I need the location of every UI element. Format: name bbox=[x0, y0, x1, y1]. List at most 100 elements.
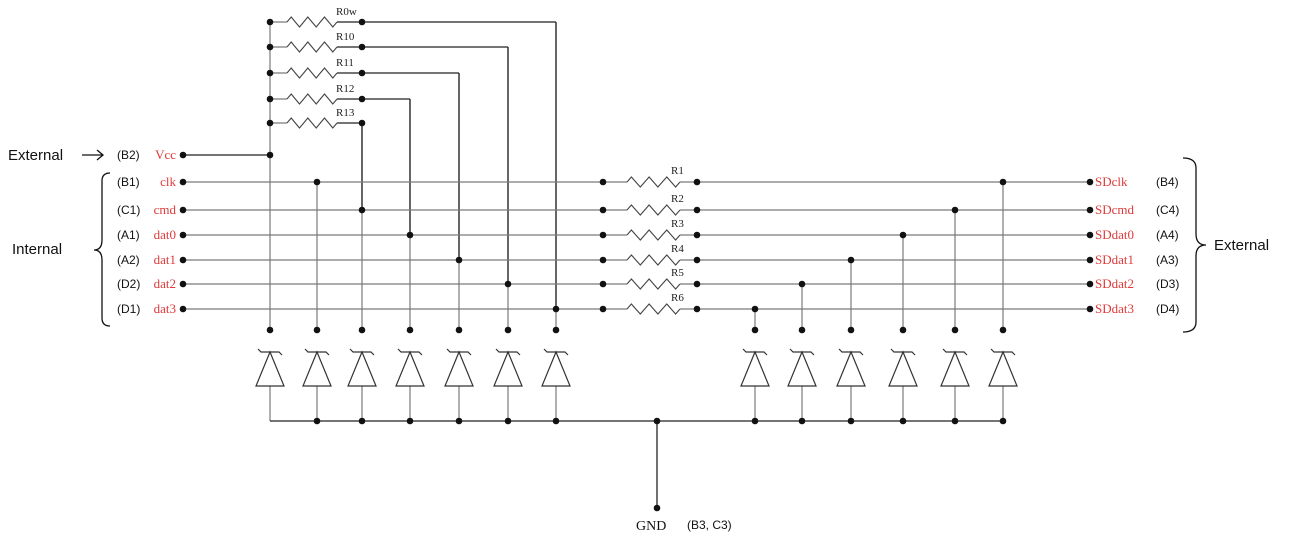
tvs-top-dot bbox=[951, 326, 959, 334]
resistor-R5 bbox=[626, 278, 681, 290]
resistor-label-R10: R10 bbox=[336, 31, 355, 43]
tvs-triangle bbox=[888, 350, 918, 387]
tvs-diode-right bbox=[740, 348, 770, 387]
gnd-bus-dot bbox=[552, 417, 560, 425]
resistor-label-R13: R13 bbox=[336, 107, 355, 119]
resistor-label-R6: R6 bbox=[671, 292, 684, 304]
resistor-label-R12: R12 bbox=[336, 83, 354, 95]
ball-label-SDcmd: (C4) bbox=[1156, 203, 1179, 217]
ball-label-dat0: (A1) bbox=[117, 228, 140, 242]
tvs-diode-left bbox=[347, 348, 377, 387]
resistor-R12 bbox=[286, 93, 338, 105]
tvs-triangle bbox=[787, 350, 817, 387]
tvs-triangle bbox=[347, 350, 377, 387]
tvs-diode-right bbox=[888, 348, 918, 387]
pin-label-SDdat2: SDdat2 bbox=[1095, 276, 1134, 291]
pin-label-dat3: dat3 bbox=[154, 301, 176, 316]
pin-dot-dat1 bbox=[179, 256, 187, 264]
tvs-triangle bbox=[740, 350, 770, 387]
right-tap-dot bbox=[999, 178, 1007, 186]
pin-label-dat1: dat1 bbox=[154, 252, 176, 267]
resistor-label-R5: R5 bbox=[671, 267, 684, 279]
tvs-top-dot bbox=[406, 326, 414, 334]
gnd-bus-dot bbox=[313, 417, 321, 425]
pin-label-clk: clk bbox=[160, 174, 176, 189]
resistor-R4 bbox=[626, 254, 681, 266]
tvs-triangle bbox=[444, 350, 474, 387]
pullup-right-dot bbox=[358, 18, 366, 26]
external-right-brace bbox=[1182, 157, 1207, 333]
gnd-terminal-dot bbox=[653, 504, 661, 512]
pullup-left-dot bbox=[266, 119, 274, 127]
pin-label-SDclk: SDclk bbox=[1095, 174, 1128, 189]
tvs-top-dot bbox=[455, 326, 463, 334]
tvs-top-dot bbox=[358, 326, 366, 334]
resistor-R3 bbox=[626, 229, 681, 241]
resistor-R1 bbox=[626, 176, 681, 188]
tvs-top-dot bbox=[504, 326, 512, 334]
resistor-label-R11: R11 bbox=[336, 57, 354, 69]
gnd-bus-dot bbox=[455, 417, 463, 425]
resistor-R0w bbox=[286, 16, 338, 28]
tvs-diode-right bbox=[836, 348, 866, 387]
tvs-triangle bbox=[395, 350, 425, 387]
right-tap-dot bbox=[751, 305, 759, 313]
pullup-left-dot bbox=[266, 69, 274, 77]
resistor-label-R0w: R0w bbox=[336, 6, 357, 18]
tvs-top-dot bbox=[313, 326, 321, 334]
pin-label-SDdat1: SDdat1 bbox=[1095, 252, 1134, 267]
right-pin-dot bbox=[1086, 256, 1094, 264]
gnd-bus-dot bbox=[406, 417, 414, 425]
pin-label-SDdat3: SDdat3 bbox=[1095, 301, 1134, 316]
pullup-right-dot bbox=[358, 69, 366, 77]
right-pin-dot bbox=[1086, 280, 1094, 288]
tvs-top-dot bbox=[798, 326, 806, 334]
pin-dot-dat2 bbox=[179, 280, 187, 288]
tvs-triangle bbox=[493, 350, 523, 387]
series-right-dot bbox=[693, 280, 701, 288]
tvs-triangle bbox=[988, 350, 1018, 387]
tvs-triangle bbox=[255, 350, 285, 387]
right-pin-dot bbox=[1086, 178, 1094, 186]
series-right-dot bbox=[693, 206, 701, 214]
series-left-dot bbox=[599, 206, 607, 214]
resistor-label-R3: R3 bbox=[671, 218, 684, 230]
tap-dot bbox=[406, 231, 414, 239]
junction-dots bbox=[179, 18, 1094, 512]
pin-dot-dat3 bbox=[179, 305, 187, 313]
wiring bbox=[183, 21, 1090, 508]
pin-label-dat0: dat0 bbox=[154, 227, 176, 242]
tvs-diode-right bbox=[988, 348, 1018, 387]
resistor-label-R1: R1 bbox=[671, 165, 684, 177]
pullup-right-dot bbox=[358, 43, 366, 51]
ball-label-SDdat2: (D3) bbox=[1156, 277, 1179, 291]
right-pin-dot bbox=[1086, 305, 1094, 313]
ball-label-Vcc: (B2) bbox=[117, 148, 140, 162]
tvs-diode-left bbox=[444, 348, 474, 387]
internal-label: Internal bbox=[12, 241, 62, 258]
series-right-dot bbox=[693, 305, 701, 313]
tvs-diode-left bbox=[302, 348, 332, 387]
resistor-R6 bbox=[626, 303, 681, 315]
series-left-dot bbox=[599, 231, 607, 239]
tvs-top-dot bbox=[899, 326, 907, 334]
tap-dot bbox=[358, 206, 366, 214]
tap-dot bbox=[313, 178, 321, 186]
pin-label-dat2: dat2 bbox=[154, 276, 176, 291]
external-left-label: External bbox=[8, 147, 63, 164]
tvs-top-dot bbox=[751, 326, 759, 334]
pin-label-cmd: cmd bbox=[154, 202, 177, 217]
components: R0w R10 R11 R12 R13 Vcc (B2) clk (B1) cmd (C1) dat0… bbox=[117, 6, 1179, 387]
tap-dot bbox=[552, 305, 560, 313]
resistor-R10 bbox=[286, 41, 338, 53]
ball-label-dat2: (D2) bbox=[117, 277, 140, 291]
pullup-left-dot bbox=[266, 43, 274, 51]
internal-brace bbox=[93, 172, 111, 327]
pin-dot-dat0 bbox=[179, 231, 187, 239]
tvs-triangle bbox=[836, 350, 866, 387]
resistor-label-R2: R2 bbox=[671, 193, 684, 205]
right-pin-dot bbox=[1086, 206, 1094, 214]
gnd-label: GND bbox=[636, 519, 666, 534]
resistor-R11 bbox=[286, 67, 338, 79]
pullup-left-dot bbox=[266, 95, 274, 103]
